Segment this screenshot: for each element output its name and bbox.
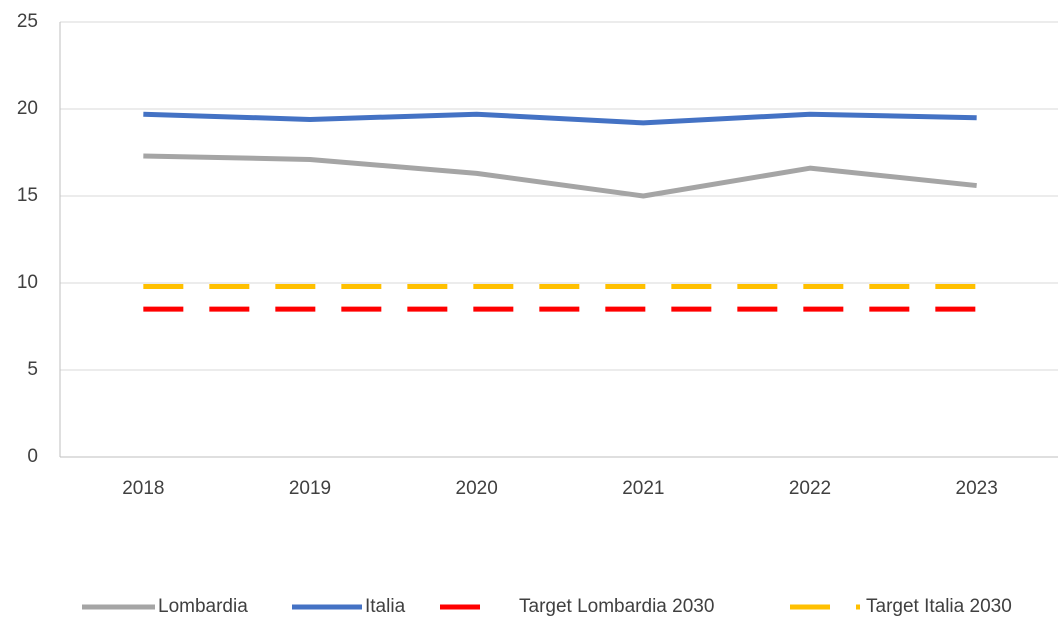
- x-tick-label: 2019: [289, 478, 331, 499]
- legend-label: Target Italia 2030: [866, 596, 1012, 617]
- x-tick-label: 2020: [456, 478, 498, 499]
- y-tick-label: 10: [17, 272, 38, 293]
- x-tick-label: 2018: [122, 478, 164, 499]
- y-tick-label: 20: [17, 98, 38, 119]
- series-line: [143, 153, 977, 199]
- legend-label: Lombardia: [158, 596, 248, 617]
- x-tick-label: 2021: [622, 478, 664, 499]
- y-tick-label: 25: [17, 11, 38, 32]
- series-line: [143, 111, 977, 126]
- x-tick-label: 2023: [956, 478, 998, 499]
- legend-label: Target Lombardia 2030: [519, 596, 714, 617]
- y-tick-label: 0: [27, 446, 38, 467]
- legend-label: Italia: [365, 596, 406, 617]
- y-tick-label: 5: [27, 359, 38, 380]
- x-tick-label: 2022: [789, 478, 831, 499]
- y-tick-label: 15: [17, 185, 38, 206]
